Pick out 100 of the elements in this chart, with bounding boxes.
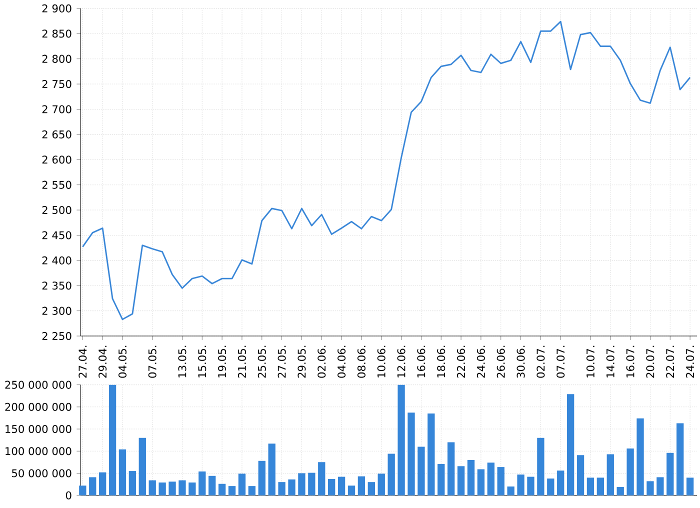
bar	[218, 484, 226, 496]
x-tick-label: 04.05.	[118, 346, 126, 378]
x-tick-label: 22.06.	[457, 346, 466, 378]
y-tick-label: 2 900	[42, 4, 72, 12]
y-tick-label: 2 250	[42, 332, 72, 340]
bar	[378, 473, 385, 496]
x-tick-label: 14.07.	[606, 346, 614, 378]
bar	[258, 460, 266, 496]
bar	[686, 477, 694, 496]
x-tick-label: 18.06.	[437, 346, 446, 378]
bar	[527, 476, 534, 496]
y-tick-label: 50 000 000	[12, 468, 72, 478]
x-tick-label: 07.05.	[148, 346, 156, 378]
bar	[178, 480, 186, 496]
bar	[268, 443, 276, 496]
y-tick-label: 150 000 000	[6, 424, 72, 433]
x-tick-label: 07.07.	[556, 346, 565, 378]
y-tick-label: 100 000 000	[6, 446, 72, 455]
x-tick-label: 08.06.	[357, 346, 366, 378]
bar	[128, 470, 136, 496]
bar	[158, 482, 166, 496]
bar	[656, 476, 664, 496]
x-tick-label: 04.06.	[338, 346, 346, 378]
y-tick-label: 2 450	[42, 230, 72, 240]
x-tick-label: 16.07.	[626, 346, 634, 378]
bar	[388, 454, 395, 496]
x-tick-label: 10.07.	[586, 346, 594, 378]
bar	[418, 446, 425, 496]
bar	[108, 384, 116, 496]
y-tick-label: 200 000 000	[5, 402, 72, 411]
line-series	[82, 20, 691, 320]
bar	[188, 482, 196, 496]
bar	[89, 476, 96, 496]
bar	[368, 482, 376, 496]
y-tick-label: 2 850	[42, 29, 72, 38]
y-tick-label: 2 600	[42, 155, 72, 164]
bar	[198, 471, 206, 496]
bar	[338, 476, 346, 496]
y-tick-label: 2 700	[42, 104, 72, 114]
bar	[566, 394, 574, 496]
bar	[557, 470, 564, 496]
bar	[358, 476, 366, 496]
bar	[576, 454, 584, 496]
bar	[248, 486, 256, 496]
bar	[408, 412, 415, 496]
bar	[98, 472, 106, 496]
bar	[298, 473, 306, 496]
x-tick-label: 21.05.	[238, 346, 246, 378]
bar	[328, 478, 336, 496]
bar	[398, 384, 405, 496]
y-tick-label: 2 300	[42, 306, 72, 315]
y-tick-label: 2 650	[42, 130, 72, 138]
bar	[348, 485, 356, 496]
x-tick-label: 30.06.	[516, 346, 525, 378]
y-tick-label: 2 800	[42, 54, 72, 63]
bar	[507, 486, 514, 496]
bar	[547, 478, 554, 496]
x-tick-label: 27.05.	[278, 346, 286, 378]
x-tick-label: 26.06.	[496, 346, 505, 378]
bar	[477, 469, 485, 496]
bar	[636, 418, 644, 496]
x-tick-label: 16.06.	[417, 346, 426, 378]
bar	[447, 442, 455, 496]
bar	[467, 460, 475, 496]
bar	[497, 466, 504, 496]
x-tick-label: 29.04.	[98, 346, 107, 378]
x-tick-label: 27.04.	[78, 346, 87, 378]
bar	[606, 454, 614, 496]
bar	[118, 449, 126, 496]
bar	[208, 476, 216, 496]
bar	[596, 477, 604, 496]
y-tick-label: 0	[66, 491, 72, 500]
bar	[278, 482, 286, 496]
bar	[308, 472, 316, 496]
bar	[168, 481, 176, 496]
x-tick-label: 29.05.	[298, 346, 306, 378]
y-tick-label: 2 350	[42, 281, 72, 290]
x-tick-label: 12.06.	[397, 346, 406, 378]
bar	[676, 423, 684, 496]
bar	[288, 479, 296, 496]
bar	[228, 486, 236, 496]
bar	[457, 466, 465, 496]
y-tick-label: 2 750	[42, 80, 72, 88]
bar	[517, 474, 524, 496]
y-tick-label: 2 550	[42, 180, 72, 189]
bar	[138, 438, 146, 496]
bar	[428, 413, 435, 496]
x-tick-label: 15.05.	[198, 346, 206, 378]
y-tick-label: 2 500	[42, 206, 72, 214]
y-tick-label: 250 000 000	[5, 380, 72, 389]
bar	[646, 480, 654, 496]
bar	[318, 462, 326, 496]
bar	[238, 473, 246, 496]
bar	[487, 462, 494, 496]
bar	[148, 480, 156, 496]
bar	[586, 477, 594, 496]
bar	[79, 485, 86, 496]
x-tick-label: 13.05.	[178, 346, 186, 378]
x-tick-label: 02.07.	[536, 346, 545, 378]
bar	[537, 438, 544, 496]
